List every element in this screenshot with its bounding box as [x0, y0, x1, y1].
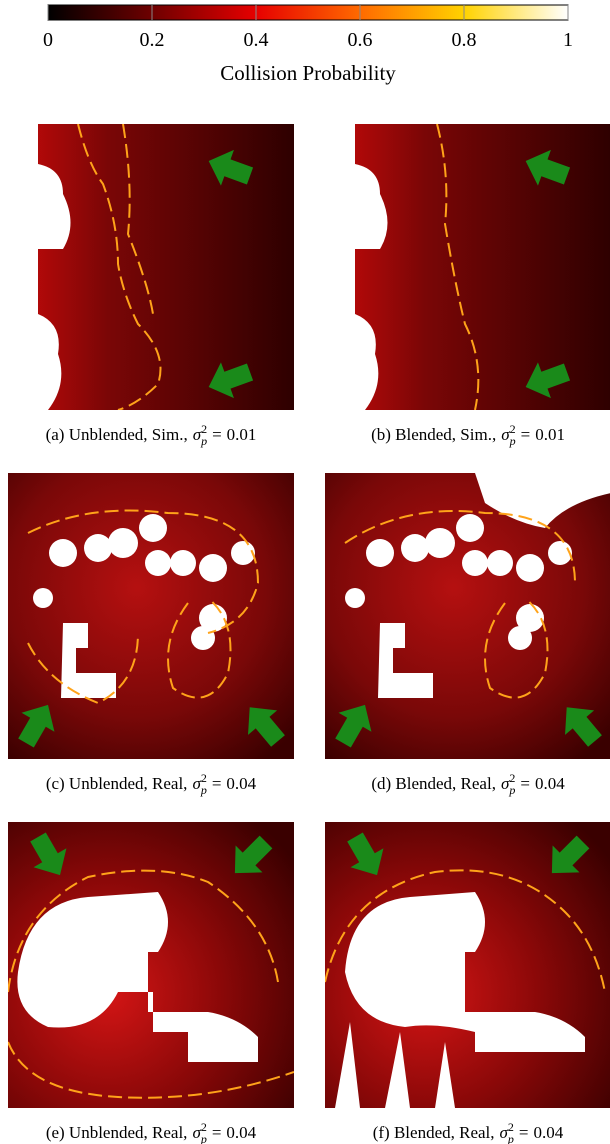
- panel: [8, 822, 294, 1108]
- variance-relation: =: [521, 425, 531, 444]
- variance-relation: =: [520, 774, 530, 793]
- colorbar-tick-label: 1: [563, 29, 573, 51]
- variance-value: 0.04: [226, 1123, 256, 1142]
- obstacle: [366, 539, 394, 567]
- panel: [325, 124, 610, 410]
- variance-relation: =: [212, 1123, 222, 1142]
- colorbar-tick-label: 0.4: [244, 29, 269, 51]
- variance-subscript: p: [507, 1132, 514, 1144]
- variance-value: 0.04: [535, 774, 565, 793]
- variance-relation: =: [212, 425, 222, 444]
- colorbar-label: Collision Probability: [220, 61, 396, 85]
- variance-subscript: p: [200, 783, 207, 797]
- variance-value: 0.04: [226, 774, 256, 793]
- obstacle: [345, 588, 365, 608]
- variance-relation: =: [519, 1123, 529, 1142]
- variance-value: 0.01: [535, 425, 565, 444]
- variance-value: 0.04: [534, 1123, 564, 1142]
- obstacle: [425, 528, 455, 558]
- obstacle: [33, 588, 53, 608]
- obstacle: [516, 554, 544, 582]
- panel: [325, 822, 610, 1108]
- caption-text: (c) Unblended, Real,: [46, 774, 188, 793]
- obstacle: [139, 514, 167, 542]
- obstacle: [191, 626, 215, 650]
- variance-subscript: p: [200, 434, 207, 448]
- caption-text: (e) Unblended, Real,: [46, 1123, 188, 1142]
- variance-subscript: p: [508, 783, 515, 797]
- panel: [8, 473, 294, 759]
- obstacle: [49, 539, 77, 567]
- variance-value: 0.01: [227, 425, 257, 444]
- variance-subscript: p: [200, 1132, 207, 1144]
- colorbar-tick-label: 0.6: [348, 29, 373, 51]
- obstacle: [508, 626, 532, 650]
- obstacle: [487, 550, 513, 576]
- caption-text: (b) Blended, Sim.,: [371, 425, 496, 444]
- obstacle: [108, 528, 138, 558]
- obstacle: [145, 550, 171, 576]
- obstacle: [170, 550, 196, 576]
- caption-text: (f) Blended, Real,: [373, 1123, 495, 1142]
- panel: [8, 124, 294, 410]
- obstacle: [462, 550, 488, 576]
- obstacle: [548, 541, 572, 565]
- figure: Collision Probability 0 0.2 0.4 0.6 0.8 1 (a) …: [0, 0, 610, 1144]
- colorbar: [48, 5, 568, 20]
- obstacle: [84, 534, 112, 562]
- obstacle: [456, 514, 484, 542]
- caption-text: (a) Unblended, Sim.,: [46, 425, 188, 444]
- variance-subscript: p: [509, 434, 516, 448]
- obstacle: [199, 554, 227, 582]
- variance-relation: =: [212, 774, 222, 793]
- page: Collision Probability 0 0.2 0.4 0.6 0.8 1 (a) …: [0, 0, 610, 1144]
- panel: [325, 473, 610, 759]
- colorbar-tick-label: 0: [43, 29, 53, 51]
- caption-text: (d) Blended, Real,: [371, 774, 496, 793]
- colorbar-tick-label: 0.2: [140, 29, 165, 51]
- obstacle: [231, 541, 255, 565]
- obstacle: [401, 534, 429, 562]
- colorbar-tick-label: 0.8: [452, 29, 477, 51]
